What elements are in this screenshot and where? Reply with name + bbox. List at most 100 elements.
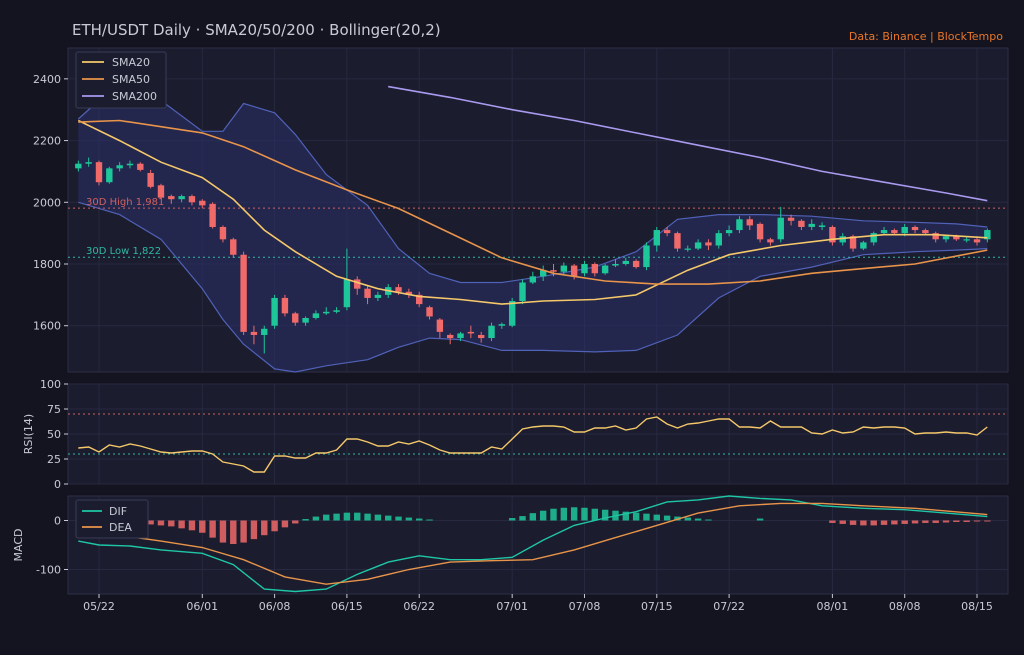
- macd-histogram-bar: [973, 520, 981, 522]
- chart-title: ETH/USDT Daily · SMA20/50/200 · Bollinge…: [72, 21, 441, 39]
- candle-body: [694, 242, 702, 249]
- macd-histogram-bar: [261, 520, 268, 536]
- candle-body: [870, 233, 877, 243]
- macd-histogram-bar: [271, 520, 278, 532]
- macd-histogram-bar: [891, 520, 898, 525]
- candle-body: [973, 239, 981, 243]
- candle-body: [756, 223, 764, 240]
- candle-body: [798, 220, 805, 227]
- candle-body: [508, 301, 516, 326]
- macd-histogram-bar: [705, 519, 712, 521]
- macd-histogram-bar: [880, 520, 888, 525]
- legend-label-sma20: SMA20: [112, 56, 150, 69]
- macd-histogram-bar: [312, 516, 320, 521]
- x-tick-label: 08/01: [817, 600, 849, 613]
- candle-body: [663, 230, 671, 234]
- candle-body: [446, 334, 454, 339]
- macd-histogram-bar: [323, 514, 330, 521]
- candle-body: [808, 223, 815, 227]
- candle-body: [250, 331, 258, 335]
- macd-histogram-bar: [963, 520, 970, 522]
- macd-histogram-bar: [570, 507, 578, 521]
- rsi-y-tick-label: 25: [47, 453, 61, 466]
- macd-histogram-bar: [416, 518, 423, 521]
- candle-body: [147, 172, 154, 187]
- macd-histogram-bar: [209, 520, 216, 538]
- candle-body: [891, 230, 898, 234]
- macd-histogram-bar: [839, 520, 846, 524]
- macd-histogram-bar: [364, 513, 371, 521]
- candle-body: [364, 288, 371, 298]
- macd-histogram-bar: [849, 520, 857, 525]
- candle-body: [467, 331, 475, 334]
- legend-label-sma50: SMA50: [112, 73, 150, 86]
- candle-body: [674, 233, 681, 249]
- candle-body: [168, 196, 175, 200]
- candle-body: [818, 225, 826, 227]
- macd-histogram-bar: [632, 512, 640, 521]
- dea-line: [78, 502, 988, 585]
- candle-body: [601, 265, 609, 274]
- x-tick-label: 07/01: [496, 600, 528, 613]
- macd-histogram-bar: [343, 512, 351, 521]
- x-tick-label: 06/22: [403, 600, 435, 613]
- candle-body: [395, 287, 402, 292]
- macd-histogram-bar: [911, 520, 919, 524]
- macd-histogram-bar: [240, 520, 247, 543]
- candle-body: [539, 270, 547, 277]
- rsi-y-tick-label: 100: [40, 378, 61, 391]
- macd-legend-box: [75, 499, 149, 539]
- legend-label-sma200: SMA200: [112, 90, 157, 103]
- candle-body: [457, 333, 464, 339]
- macd-histogram-bar: [942, 520, 950, 523]
- candle-body: [354, 279, 361, 289]
- macd-histogram-bar: [157, 520, 165, 526]
- macd-histogram-bar: [901, 520, 908, 524]
- candle-body: [302, 318, 309, 323]
- candle-body: [488, 325, 495, 339]
- candle-body: [477, 334, 485, 339]
- macd-histogram-bar: [354, 512, 361, 521]
- macd-histogram-bar: [601, 509, 609, 521]
- macd-histogram-bar: [643, 513, 650, 521]
- candle-body: [705, 242, 712, 246]
- macd-histogram-bar: [684, 517, 691, 521]
- candle-body: [75, 163, 82, 169]
- macd-histogram-bar: [374, 514, 382, 521]
- candle-body: [85, 162, 92, 164]
- candle-body: [281, 297, 289, 314]
- macd-histogram-bar: [188, 520, 196, 531]
- macd-legend: DIF DEA: [75, 499, 149, 539]
- macd-panel-bg: [67, 495, 1009, 595]
- candle-body: [157, 185, 165, 198]
- macd-histogram-bar: [550, 508, 557, 521]
- candle-body: [787, 217, 795, 221]
- candle-body: [323, 311, 330, 314]
- macd-histogram-bar: [756, 518, 764, 521]
- macd-histogram-bar: [663, 515, 671, 521]
- high-30d-label: 30D High 1,981: [86, 197, 164, 208]
- macd-y-tick-label: 0: [54, 515, 61, 528]
- candle-body: [653, 230, 660, 246]
- candle-body: [436, 319, 444, 332]
- macd-histogram-bar: [591, 508, 599, 521]
- candle-body: [550, 270, 557, 272]
- candle-body: [106, 168, 113, 183]
- data-source: Data: Binance | BlockTempo: [849, 30, 1003, 43]
- candle-body: [230, 239, 237, 255]
- macd-histogram-bar: [281, 520, 289, 528]
- candle-body: [777, 217, 784, 240]
- candle-body: [261, 328, 268, 335]
- candle-body: [519, 282, 526, 302]
- legend-label-dif: DIF: [109, 505, 127, 518]
- candle-body: [312, 313, 320, 318]
- candle-body: [591, 264, 599, 274]
- candle-body: [953, 236, 960, 240]
- macd-histogram-bar: [405, 517, 413, 521]
- macd-histogram-bar: [829, 520, 836, 523]
- candle-body: [209, 203, 216, 227]
- candle-body: [292, 313, 299, 323]
- bollinger-band-fill: [78, 81, 988, 373]
- macd-histogram-bar: [529, 513, 537, 521]
- rsi-y-tick-label: 50: [47, 428, 61, 441]
